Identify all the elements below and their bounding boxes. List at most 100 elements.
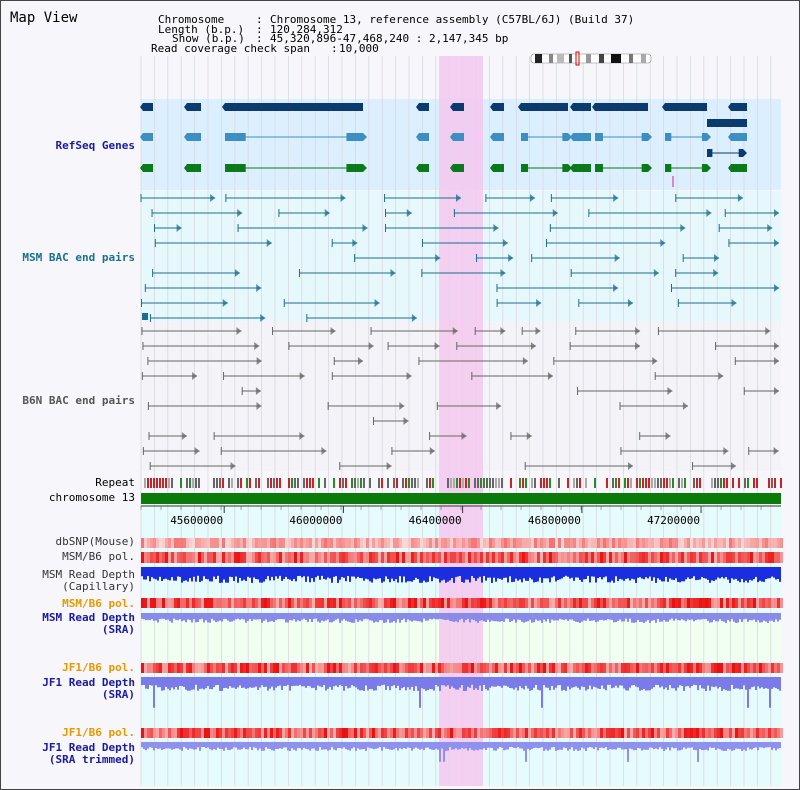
jf1-b6-pol-strip	[360, 663, 363, 673]
jf1-depth-trim-bar	[475, 742, 477, 750]
dbsnp-strip	[249, 538, 252, 548]
msm-b6-pol2-strip	[738, 598, 741, 608]
jf1-depth-sra-bar	[447, 677, 449, 686]
jf1-depth-trim-bar	[497, 742, 499, 749]
jf1-depth-sra-bar	[333, 677, 335, 687]
jf1-b6-pol-strip	[279, 663, 282, 673]
jf1-b6-pol2-strip	[540, 728, 543, 738]
msm-depth-cap-bar	[651, 567, 653, 581]
msm-depth-sra-bar	[367, 613, 369, 620]
jf1-b6-pol-strip	[318, 663, 321, 673]
msm-b6-pol2-strip	[744, 598, 747, 608]
msm-depth-sra-bar	[353, 613, 355, 623]
jf1-depth-trim-bar	[557, 742, 559, 751]
jf1-depth-trim-bar	[261, 742, 263, 751]
msm-b6-pol2-strip	[552, 598, 555, 608]
msm-depth-sra-bar	[489, 613, 491, 622]
repeat-element	[288, 478, 290, 488]
jf1-depth-sra-bar	[263, 677, 265, 688]
jf1-depth-trim-bar	[773, 742, 775, 749]
jf1-b6-pol2-strip	[636, 728, 639, 738]
jf1-b6-pol-strip	[627, 663, 630, 673]
jf1-depth-sra-bar	[603, 677, 605, 689]
msm-depth-sra-bar	[191, 613, 193, 623]
jf1-b6-pol-strip	[348, 663, 351, 673]
msm-depth-cap-bar	[311, 567, 313, 579]
jf1-depth-sra-bar	[495, 677, 497, 687]
jf1-depth-trim-bar	[473, 742, 475, 751]
jf1-depth-sra-bar	[739, 677, 741, 690]
jf1-b6-pol2-strip	[387, 728, 390, 738]
msm-depth-sra-bar	[703, 613, 705, 619]
b6n-bac-pair-end	[321, 447, 327, 455]
msm-b6-pol-strip	[267, 552, 270, 563]
jf1-depth-sra-bar	[659, 677, 661, 688]
msm-depth-cap-bar	[525, 567, 527, 581]
jf1-depth-trim-bar	[141, 742, 143, 748]
jf1-b6-pol-strip	[687, 663, 690, 673]
msm-b6-pol-strip	[600, 552, 603, 563]
msm-depth-cap-bar	[183, 567, 185, 581]
jf1-depth-trim-bar	[285, 742, 287, 748]
msm-depth-sra-bar	[661, 613, 663, 622]
jf1-depth-trim-bar	[389, 742, 391, 750]
msm-b6-pol-strip	[624, 552, 627, 563]
msm-depth-cap-bar	[293, 567, 295, 579]
msm-depth-cap-bar	[313, 567, 315, 582]
jf1-b6-pol-strip	[267, 663, 270, 673]
jf1-depth-trim-bar	[215, 742, 217, 750]
dbsnp-strip	[384, 538, 387, 548]
msm-b6-pol2-strip	[243, 598, 246, 608]
jf1-b6-pol2-strip	[729, 728, 732, 738]
msm-depth-sra-bar	[177, 613, 179, 621]
msm-b6-pol-strip	[474, 552, 477, 563]
jf1-depth-trim-bar	[157, 742, 159, 750]
dbsnp-strip	[768, 538, 771, 548]
msm-depth-cap-bar	[235, 567, 237, 577]
msm-depth-cap-bar	[373, 567, 375, 579]
dbsnp-strip	[288, 538, 291, 548]
jf1-depth-sra-bar	[317, 677, 319, 686]
jf1-depth-sra-bar	[497, 677, 499, 686]
msm-depth-sra-bar	[613, 613, 615, 623]
jf1-depth-sra-bar	[751, 677, 753, 688]
msm-b6-pol2-strip	[237, 598, 240, 608]
refseq-gene	[187, 133, 201, 141]
jf1-b6-pol-strip	[264, 663, 267, 673]
jf1-depth-sra-bar	[337, 677, 339, 688]
jf1-depth-sra-bar	[257, 677, 259, 690]
msm-b6-pol-strip	[480, 552, 483, 563]
b6n-bac-pair-end	[255, 387, 261, 395]
msm-b6-pol-strip	[741, 552, 744, 563]
msm-depth-cap-bar	[761, 567, 763, 582]
jf1-depth-sra-bar	[205, 677, 207, 689]
repeat-element	[231, 478, 233, 488]
jf1-depth-sra-bar	[361, 677, 363, 691]
refseq-gene-exon	[701, 133, 707, 141]
jf1-depth-trim-bar	[393, 742, 395, 750]
msm-b6-pol-strip	[606, 552, 609, 563]
msm-bac-pair-end	[737, 194, 743, 202]
jf1-depth-sra-bar	[551, 677, 553, 686]
jf1-b6-pol2-strip	[492, 728, 495, 738]
jf1-depth-trim-bar	[439, 742, 441, 762]
msm-b6-pol-strip	[603, 552, 606, 563]
msm-bac-pair-end	[237, 209, 243, 217]
msm-depth-cap-bar	[221, 567, 223, 583]
msm-depth-cap-bar	[281, 567, 283, 581]
jf1-depth-trim-bar	[375, 742, 377, 749]
dbsnp-strip	[522, 538, 525, 548]
jf1-depth-trim-bar	[529, 742, 531, 751]
msm-depth-sra-bar	[481, 613, 483, 621]
ideogram-band	[599, 54, 604, 63]
jf1-depth-trim-bar	[505, 742, 507, 750]
jf1-b6-pol2-strip	[516, 728, 519, 738]
jf1-b6-pol-strip	[438, 663, 441, 673]
refseq-gene-small-exon	[738, 149, 743, 157]
repeat-element	[291, 478, 293, 488]
jf1-depth-sra-bar	[203, 677, 205, 690]
jf1-depth-sra-bar	[287, 677, 289, 685]
repeat-element	[501, 478, 503, 488]
dbsnp-strip	[297, 538, 300, 548]
jf1-depth-sra-bar	[477, 677, 479, 690]
